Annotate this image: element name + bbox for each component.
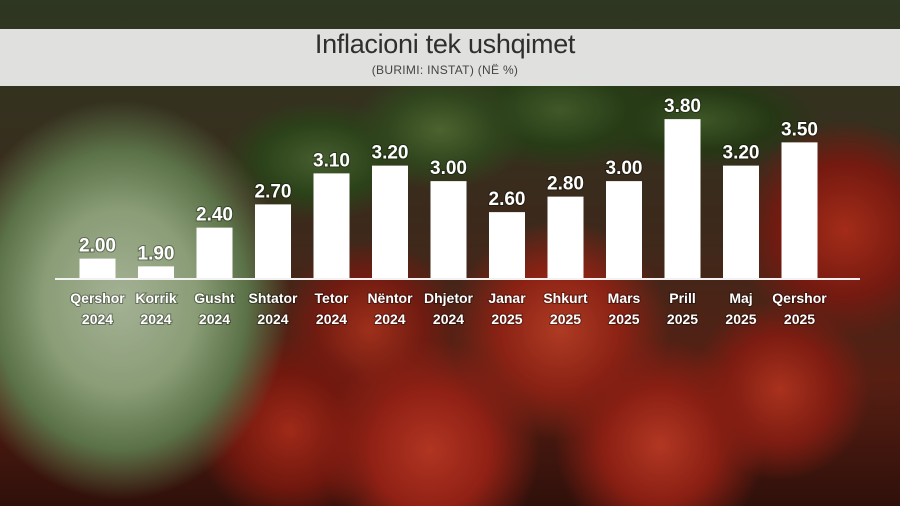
value-label-4: 3.10 (313, 150, 350, 171)
value-label-2: 2.40 (196, 205, 233, 226)
category-label-month-1: Korrik (135, 290, 176, 306)
category-labels-group: Qershor 2024 Korrik 2024 Gusht 2024 Shtator 202… (69, 289, 828, 328)
value-label-12: 3.50 (781, 119, 818, 140)
category-label-year-6: 2024 (433, 311, 464, 327)
bar-10 (664, 119, 701, 278)
bar-9 (606, 181, 642, 278)
category-label-year-3: 2024 (257, 311, 288, 327)
value-label-11: 3.20 (723, 143, 760, 164)
title-band (0, 29, 900, 86)
bar-7 (489, 212, 525, 278)
category-label-month-3: Shtator (249, 290, 299, 306)
category-label-month-10: Prill (669, 290, 695, 306)
category-label-year-4: 2024 (316, 311, 347, 327)
value-label-9: 3.00 (606, 158, 643, 179)
category-label-month-9: Mars (608, 290, 641, 306)
category-label-year-11: 2025 (725, 311, 756, 327)
category-label-year-1: 2024 (140, 311, 171, 327)
value-labels-group: 2.00 1.90 2.40 2.70 3.10 3.20 3.00 2.60 2.80 3.00… (78, 95, 819, 265)
category-label-month-11: Maj (729, 290, 752, 306)
value-label-0: 2.00 (79, 236, 116, 257)
category-label-month-5: Nëntor (367, 290, 413, 306)
value-label-6: 3.00 (430, 158, 467, 179)
category-label-month-12: Qershor (772, 290, 827, 306)
value-label-8: 2.80 (547, 174, 584, 195)
category-label-month-6: Dhjetor (424, 290, 474, 306)
category-label-year-9: 2025 (608, 311, 639, 327)
value-label-5: 3.20 (372, 143, 409, 164)
bars-group (79, 119, 818, 278)
bar-8 (547, 196, 584, 278)
bar-5 (372, 165, 408, 278)
category-label-year-10: 2025 (667, 311, 698, 327)
category-label-year-7: 2025 (491, 311, 522, 327)
chart-subtitle: (BURIMI: INSTAT) (NË %) (371, 63, 519, 77)
bar-0 (79, 258, 116, 278)
category-label-month-4: Tetor (315, 290, 350, 306)
bar-1 (138, 266, 174, 278)
category-label-year-5: 2024 (374, 311, 405, 327)
value-label-3: 2.70 (255, 181, 292, 202)
category-label-month-8: Shkurt (543, 290, 588, 306)
category-label-year-0: 2024 (82, 311, 113, 327)
value-label-10: 3.80 (664, 96, 701, 117)
chart-title: Inflacioni tek ushqimet (314, 29, 576, 59)
bar-12 (781, 142, 818, 278)
value-label-1: 1.90 (138, 243, 175, 264)
bar-6 (430, 181, 467, 278)
category-label-month-2: Gusht (194, 290, 235, 306)
category-label-year-2: 2024 (199, 311, 230, 327)
category-label-month-7: Janar (488, 290, 526, 306)
category-label-year-8: 2025 (550, 311, 581, 327)
bar-2 (196, 227, 233, 278)
bar-4 (313, 173, 350, 278)
category-label-year-12: 2025 (784, 311, 815, 327)
bar-11 (723, 165, 759, 278)
category-label-month-0: Qershor (70, 290, 125, 306)
value-label-7: 2.60 (489, 189, 526, 210)
bar-3 (255, 204, 291, 278)
